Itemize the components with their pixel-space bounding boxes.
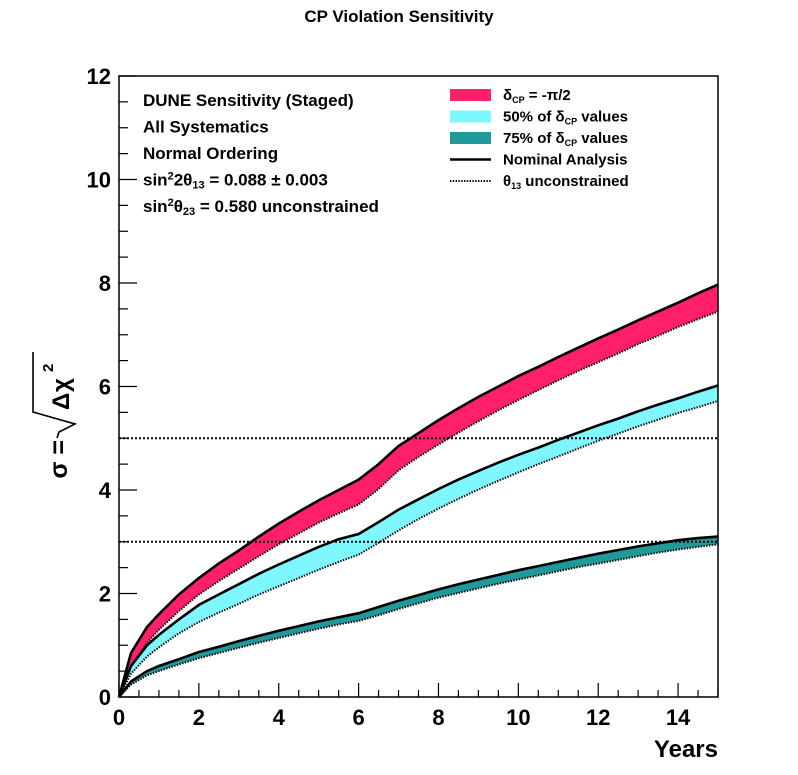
y-tick-label: 4	[99, 478, 112, 503]
legend-label-1: 50% of δCP values	[503, 109, 628, 127]
legend-swatch-1	[450, 110, 491, 123]
y-axis-label-radical	[32, 352, 78, 439]
unconstrained-line-series-0	[118, 310, 719, 698]
x-axis-label: Years	[654, 736, 718, 763]
legend-label-3: Nominal Analysis	[503, 152, 627, 169]
x-tick-label: 2	[193, 705, 205, 730]
unconstrained-line-series-2	[118, 543, 719, 698]
x-tick-label: 10	[506, 705, 530, 730]
band-series-0	[119, 284, 718, 697]
y-tick-label: 12	[87, 64, 111, 89]
unconstrained-line-series-1	[118, 400, 719, 698]
legend-label-2: 75% of δCP values	[503, 130, 628, 148]
legend: δCP = -π/2 50% of δCP values 75% of δCP va…	[450, 87, 629, 191]
annotation-line-1: All Systematics	[143, 118, 269, 137]
axes: 0 2 4 6 8 10 12 14 0 2 4 6 8 10 12	[87, 64, 719, 730]
annotation-line-0: DUNE Sensitivity (Staged)	[143, 91, 354, 110]
x-tick-label: 8	[432, 705, 444, 730]
legend-label-4: θ13 unconstrained	[503, 173, 629, 191]
y-tick-label: 8	[99, 271, 111, 296]
legend-swatch-2	[450, 132, 491, 144]
y-tick-label: 2	[99, 582, 111, 607]
x-tick-label: 14	[666, 705, 691, 730]
y-axis-label-delta: Δ	[48, 393, 75, 410]
x-tick-label: 4	[273, 705, 286, 730]
chart-title: CP Violation Sensitivity	[304, 7, 494, 26]
y-axis-label-chi: χ	[48, 378, 75, 392]
y-axis-label-text: σ =	[45, 440, 73, 479]
y-axis-label-exponent: 2	[40, 364, 57, 372]
annotation-line-3: sin22θ13 = 0.088 ± 0.003	[143, 170, 328, 191]
sensitivity-bands	[117, 283, 719, 698]
nominal-line-series-1	[117, 384, 719, 698]
annotation-line-2: Normal Ordering	[143, 144, 278, 163]
x-tick-label: 6	[352, 705, 364, 730]
x-tick-label: 12	[586, 705, 610, 730]
nominal-line-series-0	[117, 283, 719, 698]
y-axis-label: σ = Δ χ 2	[32, 352, 78, 479]
y-tick-label: 10	[87, 168, 111, 193]
y-tick-label: 0	[99, 685, 111, 710]
annotation-block: DUNE Sensitivity (Staged) All Systematics…	[143, 91, 379, 218]
annotation-line-4: sin2θ23 = 0.580 unconstrained	[143, 197, 379, 218]
y-tick-label: 6	[99, 375, 111, 400]
band-series-1	[119, 385, 718, 697]
nominal-line-series-2	[117, 535, 719, 698]
legend-label-0: δCP = -π/2	[503, 87, 571, 105]
legend-swatch-0	[450, 89, 491, 101]
x-tick-label: 0	[113, 705, 125, 730]
